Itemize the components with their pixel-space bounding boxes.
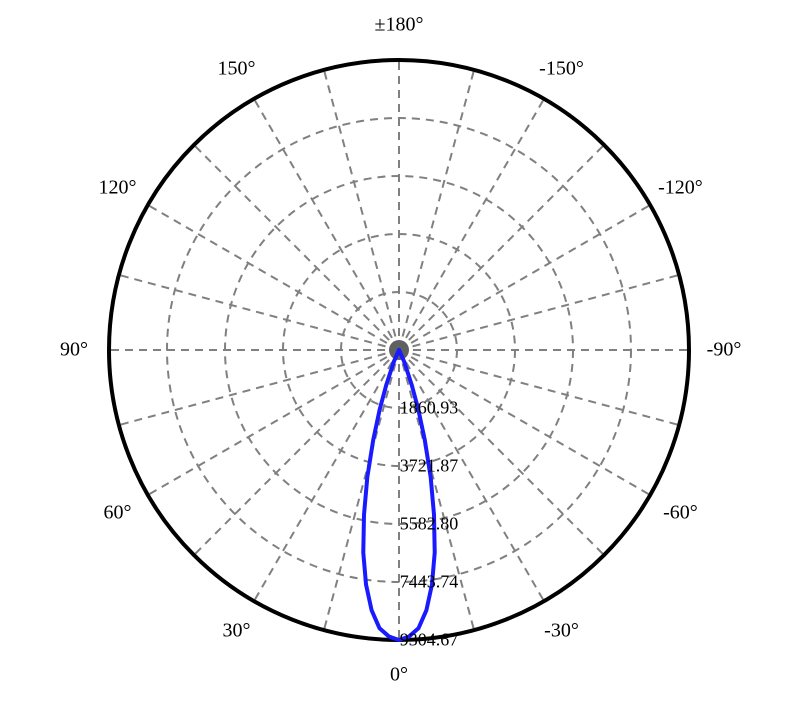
angle-label: 90° <box>60 339 88 362</box>
angle-label: -90° <box>707 339 742 362</box>
angle-label: 0° <box>390 664 408 687</box>
angle-label: 150° <box>218 57 256 80</box>
angle-label: 30° <box>223 620 251 643</box>
polar-svg <box>0 0 798 714</box>
angle-label: 60° <box>104 501 132 524</box>
angle-label: -120° <box>658 176 703 199</box>
radial-label: 3721.87 <box>400 456 459 477</box>
polar-chart: 0° 30° 60° 90° 120° 150° ±180° -150° -120° -90° -6… <box>0 0 798 714</box>
radial-label: 7443.74 <box>400 572 459 593</box>
angle-label: 120° <box>99 176 137 199</box>
radial-label: 5582.80 <box>400 514 459 535</box>
angle-label: -60° <box>663 501 698 524</box>
radial-label: 1860.93 <box>400 398 459 419</box>
angle-label: ±180° <box>375 14 424 37</box>
angle-label: -30° <box>544 620 579 643</box>
radial-label: 9304.67 <box>400 630 459 651</box>
angle-label: -150° <box>539 57 584 80</box>
